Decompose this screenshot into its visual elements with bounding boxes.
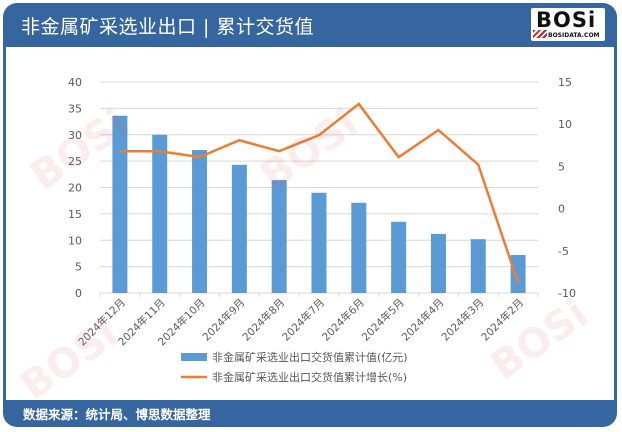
bar bbox=[192, 150, 208, 293]
logo-subtext: BOSIDATA.COM bbox=[548, 32, 600, 39]
right-axis-tick: 5 bbox=[558, 160, 565, 173]
bar bbox=[231, 164, 247, 293]
left-axis-tick: 30 bbox=[68, 129, 82, 142]
left-axis-tick: 15 bbox=[68, 208, 82, 221]
bar bbox=[112, 115, 128, 293]
bar bbox=[391, 221, 407, 293]
legend-bar-label: 非金属矿采选业出口交货值累计值(亿元) bbox=[212, 350, 408, 364]
bar bbox=[271, 180, 287, 293]
header: 非金属矿采选业出口 | 累计交货值 BOSi BOSIDATA.COM bbox=[3, 3, 617, 47]
footer: 数据来源：统计局、博思数据整理 bbox=[3, 400, 617, 427]
right-axis-tick: -10 bbox=[558, 287, 576, 300]
chart-panel: 0 5 10 15 20 25 30 35 40 -10 -5 0 5 10 15 2024年12月 2024年… bbox=[6, 47, 614, 410]
bar bbox=[152, 134, 168, 293]
left-axis-tick: 5 bbox=[75, 261, 82, 274]
right-axis-tick: 0 bbox=[558, 203, 565, 216]
right-axis-tick: -5 bbox=[558, 245, 569, 258]
left-axis-tick: 25 bbox=[68, 155, 82, 168]
combo-chart: 0510152025303540-10-50510152024年12月2024年… bbox=[68, 76, 576, 384]
bar bbox=[430, 233, 446, 293]
bar bbox=[351, 202, 367, 293]
legend-bar-swatch-icon bbox=[181, 353, 207, 361]
x-axis-label: 2024年2月 bbox=[479, 296, 527, 344]
bar bbox=[311, 192, 327, 293]
left-axis-tick: 35 bbox=[68, 102, 82, 115]
legend-line-label: 非金属矿采选业出口交货值累计增长(%) bbox=[212, 370, 407, 384]
bosi-logo: BOSi BOSIDATA.COM bbox=[531, 8, 605, 41]
left-axis-tick: 0 bbox=[75, 287, 82, 300]
left-axis-tick: 40 bbox=[68, 76, 82, 89]
page-title: 非金属矿采选业出口 | 累计交货值 bbox=[21, 16, 314, 38]
right-axis-tick: 15 bbox=[558, 76, 572, 89]
right-axis-tick: 10 bbox=[558, 118, 572, 131]
left-axis-tick: 20 bbox=[68, 182, 82, 195]
chart-frame: 非金属矿采选业出口 | 累计交货值 BOSi BOSIDATA.COM 0 5 10… bbox=[3, 3, 617, 427]
left-axis-tick: 10 bbox=[68, 234, 82, 247]
data-source: 数据来源：统计局、博思数据整理 bbox=[23, 407, 211, 422]
bar bbox=[470, 239, 486, 293]
logo-stripe-icon bbox=[533, 30, 547, 38]
growth-line bbox=[119, 102, 520, 284]
logo-text: BOSi bbox=[536, 8, 597, 32]
bar bbox=[510, 255, 526, 293]
